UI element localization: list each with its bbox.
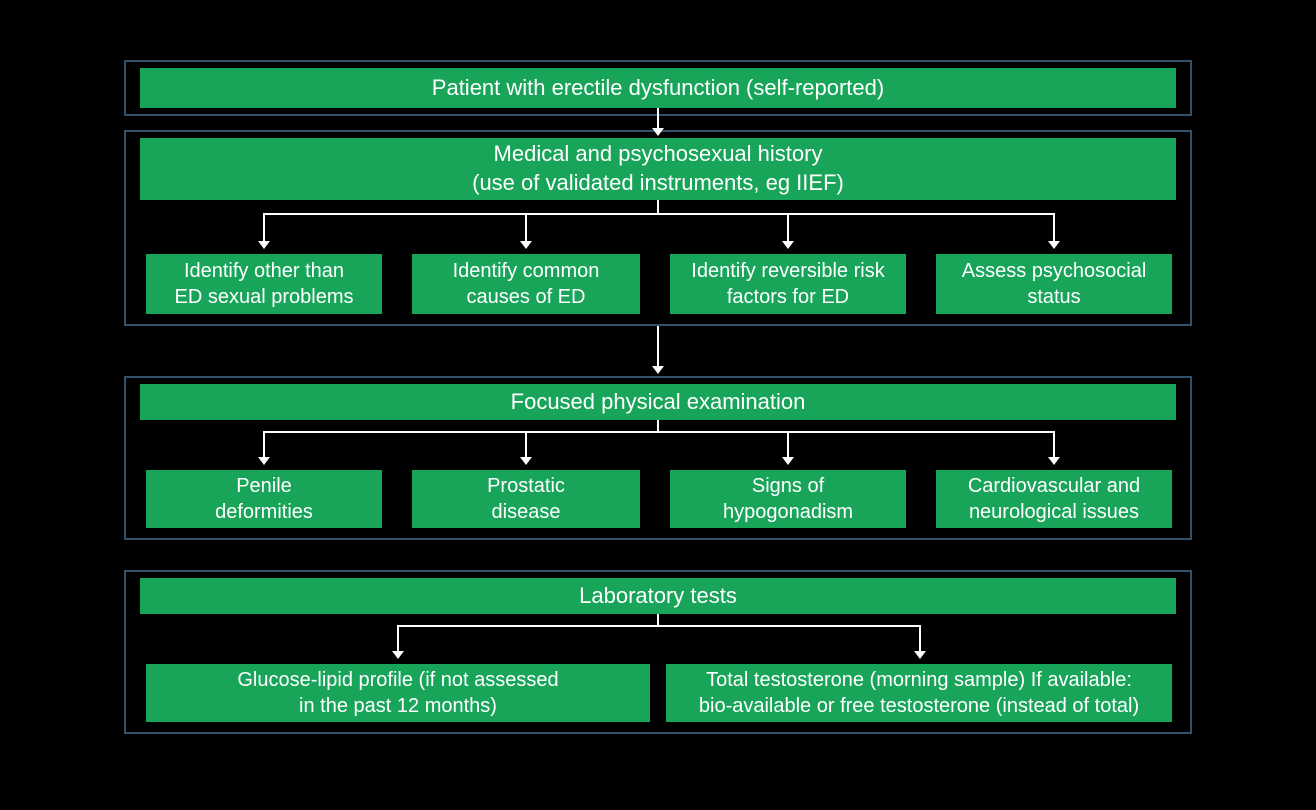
node-patient: Patient with erectile dysfunction (self-… [140,68,1176,108]
node-phys-c-label: Signs of hypogonadism [723,473,853,525]
ah-l1 [392,651,404,659]
ah-p1 [258,457,270,465]
node-hist-c: Identify reversible risk factors for ED [670,254,906,314]
stub-h4 [1053,213,1055,243]
node-labs-a: Glucose-lipid profile (if not assessed i… [146,664,650,722]
node-history-label: Medical and psychosexual history (use of… [472,140,844,197]
ah-h4 [1048,241,1060,249]
node-labs-a-label: Glucose-lipid profile (if not assessed i… [237,667,558,719]
node-phys-c: Signs of hypogonadism [670,470,906,528]
arrow-1-2-head [652,128,664,136]
ah-l2 [914,651,926,659]
stub-p2 [525,431,527,459]
stub-l1 [397,625,399,653]
node-hist-a-label: Identify other than ED sexual problems [175,258,354,310]
node-phys-d: Cardiovascular and neurological issues [936,470,1172,528]
ah-p4 [1048,457,1060,465]
node-hist-b-label: Identify common causes of ED [453,258,600,310]
node-hist-c-label: Identify reversible risk factors for ED [691,258,884,310]
hconn-labs [397,625,921,627]
hconn-hist [263,213,1055,215]
stub-h1 [263,213,265,243]
stub-p1 [263,431,265,459]
arrow-1-2 [657,108,659,130]
stub-p3 [787,431,789,459]
node-hist-d: Assess psychosocial status [936,254,1172,314]
node-labs: Laboratory tests [140,578,1176,614]
node-labs-b-label: Total testosterone (morning sample) If a… [699,667,1139,719]
node-hist-d-label: Assess psychosocial status [962,258,1147,310]
node-phys-a: Penile deformities [146,470,382,528]
ah-h2 [520,241,532,249]
node-phys-b: Prostatic disease [412,470,640,528]
node-physical: Focused physical examination [140,384,1176,420]
node-labs-label: Laboratory tests [579,582,737,611]
node-phys-b-label: Prostatic disease [487,473,565,525]
stub-h2 [525,213,527,243]
node-history: Medical and psychosexual history (use of… [140,138,1176,200]
stub-hist-down [657,200,659,214]
node-hist-b: Identify common causes of ED [412,254,640,314]
node-labs-b: Total testosterone (morning sample) If a… [666,664,1172,722]
arrow-2-3 [657,326,659,368]
ah-h3 [782,241,794,249]
arrow-2-3-head [652,366,664,374]
ah-h1 [258,241,270,249]
ah-p3 [782,457,794,465]
stub-p4 [1053,431,1055,459]
node-hist-a: Identify other than ED sexual problems [146,254,382,314]
node-phys-d-label: Cardiovascular and neurological issues [968,473,1140,525]
node-patient-label: Patient with erectile dysfunction (self-… [432,74,884,103]
node-phys-a-label: Penile deformities [215,473,313,525]
stub-l2 [919,625,921,653]
node-physical-label: Focused physical examination [511,388,806,417]
stub-h3 [787,213,789,243]
ah-p2 [520,457,532,465]
hconn-phys [263,431,1055,433]
